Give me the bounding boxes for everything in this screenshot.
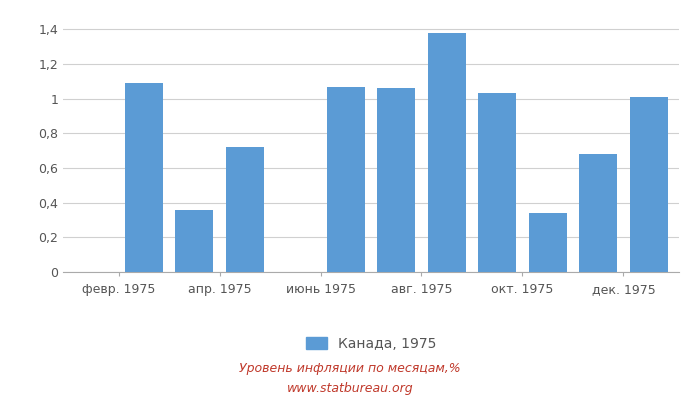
Text: Уровень инфляции по месяцам,%: Уровень инфляции по месяцам,%	[239, 362, 461, 375]
Legend: Канада, 1975: Канада, 1975	[300, 331, 442, 356]
Bar	[630, 97, 668, 272]
Text: www.statbureau.org: www.statbureau.org	[287, 382, 413, 395]
Bar	[428, 33, 466, 272]
Bar	[377, 88, 415, 272]
Bar	[125, 83, 162, 272]
Bar	[327, 86, 365, 272]
Bar	[226, 147, 264, 272]
Bar	[478, 94, 516, 272]
Bar	[580, 154, 617, 272]
Bar	[528, 213, 567, 272]
Bar	[175, 210, 214, 272]
